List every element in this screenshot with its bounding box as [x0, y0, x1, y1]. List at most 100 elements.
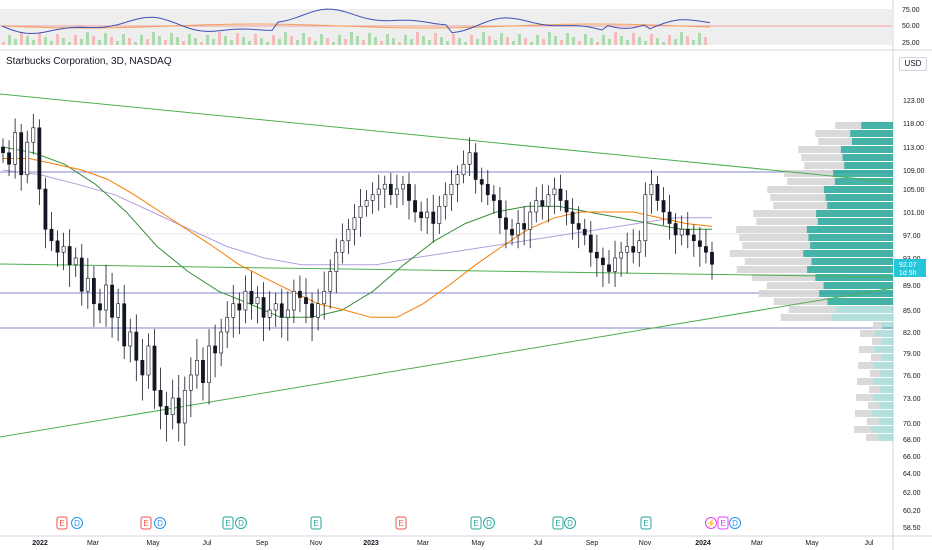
volume-profile-row [773, 298, 893, 305]
dividend-marker[interactable]: D [729, 517, 741, 529]
dividend-marker[interactable]: D [564, 517, 576, 529]
volume-profile-row [818, 138, 893, 145]
volume-bar [404, 35, 407, 45]
volume-bar [692, 40, 695, 45]
trendline-mid[interactable] [0, 263, 894, 278]
volume-bar [704, 37, 707, 45]
candle [407, 172, 411, 220]
volume-bar [494, 40, 497, 45]
price-tick: 62.00 [903, 490, 921, 497]
earnings-marker[interactable]: E [140, 516, 152, 530]
volume-bar [650, 34, 653, 45]
price-tick: 60.20 [903, 508, 921, 515]
rsi-panel[interactable] [0, 8, 892, 45]
candle [267, 291, 272, 331]
time-label: Nov [310, 540, 323, 547]
candle [328, 259, 333, 309]
volume-profile-row [742, 242, 893, 249]
trendline-lower[interactable] [0, 287, 894, 438]
volume-profile-row [729, 250, 893, 257]
volume-bar [536, 35, 539, 45]
candle [67, 229, 72, 287]
earnings-marker[interactable]: E [222, 516, 234, 530]
volume-profile-row [773, 202, 893, 209]
volume-bar [596, 42, 599, 45]
candle [255, 286, 260, 324]
price-tick: 70.00 [903, 421, 921, 428]
volume-bar [236, 33, 239, 45]
volume-bar [464, 42, 467, 45]
volume-bar [350, 32, 353, 45]
candle [534, 187, 539, 223]
volume-bar [446, 41, 449, 45]
volume-bar [80, 39, 83, 45]
candle [607, 249, 611, 284]
volume-bar [380, 41, 383, 45]
candle [643, 182, 648, 257]
earnings-marker[interactable]: E [395, 516, 407, 530]
volume-bar [488, 36, 491, 45]
volume-bar [440, 37, 443, 45]
earnings-marker[interactable]: E [310, 516, 322, 530]
ma-lavender [2, 169, 712, 266]
trendline-upper[interactable] [0, 93, 894, 183]
volume-profile-row [780, 314, 893, 321]
candle [710, 241, 714, 280]
time-label: Mar [87, 540, 100, 547]
volume-profile-row [770, 194, 893, 201]
volume-bar [260, 38, 263, 45]
volume-bar [506, 37, 509, 45]
volume-bar [98, 40, 101, 45]
event-markers[interactable]: E D E D E D E E E D E D E ⚡ E D [56, 516, 741, 530]
svg-text:E: E [643, 519, 648, 528]
volume-bar [8, 35, 11, 45]
candle [419, 201, 424, 231]
volume-bar [428, 40, 431, 45]
chart-title: Starbucks Corporation, 3D, NASDAQ [6, 56, 172, 67]
earnings-marker[interactable]: E [717, 516, 729, 530]
volume-bar [368, 33, 371, 45]
dividend-marker[interactable]: D [483, 517, 495, 529]
volume-bar [614, 32, 617, 45]
volume-bar [338, 35, 341, 45]
time-axis[interactable]: 2022 Mar May Jul Sep Nov 2023 Mar May Jul Sep Nov 20… [32, 540, 874, 547]
earnings-marker[interactable]: E [552, 516, 564, 530]
volume-bar [680, 32, 683, 45]
volume-bar [278, 39, 281, 45]
time-label: Sep [586, 540, 599, 547]
volume-profile-row [872, 338, 893, 345]
dividend-marker[interactable]: D [154, 517, 166, 529]
candle [237, 292, 242, 335]
time-label: Sep [256, 540, 269, 547]
volume-bar [170, 33, 173, 45]
time-label: Jul [865, 540, 874, 547]
candle [316, 288, 321, 331]
earnings-marker[interactable]: E [470, 516, 482, 530]
candle [455, 165, 460, 203]
volume-bar [218, 32, 221, 45]
price-axis[interactable]: 123.00 118.00 113.00 109.00 105.00 101.00 97.0… [903, 98, 925, 532]
volume-bar [530, 42, 533, 45]
dividend-marker[interactable]: D [235, 517, 247, 529]
volume-profile-row [801, 154, 893, 161]
candle [437, 195, 442, 234]
volume-profile-row [766, 282, 893, 289]
volume-bar [470, 35, 473, 45]
earnings-marker[interactable]: E [56, 516, 68, 530]
volume-bar [554, 36, 557, 45]
candle [219, 318, 224, 367]
earnings-marker[interactable]: E [640, 516, 652, 530]
ma-orange [3, 158, 713, 318]
volume-bar [14, 39, 17, 45]
price-tick: 118.00 [903, 121, 924, 128]
dividend-marker[interactable]: D [71, 517, 83, 529]
candle [122, 285, 127, 359]
candle [243, 275, 248, 324]
split-marker[interactable]: ⚡ [705, 517, 717, 529]
currency-button[interactable]: USD [899, 57, 927, 71]
candle [195, 339, 199, 389]
price-panel[interactable] [0, 93, 894, 446]
volume-bar [2, 42, 5, 45]
volume-bar [332, 42, 335, 45]
